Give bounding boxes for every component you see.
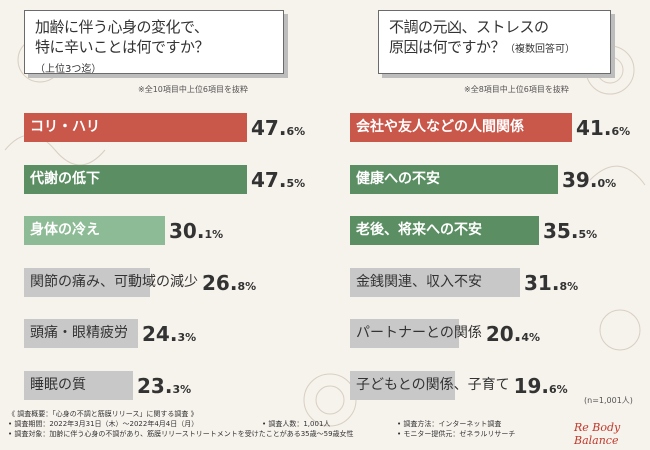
- bar-value-decimal: 8%: [559, 279, 579, 293]
- bar-label: コリ・ハリ: [30, 119, 100, 135]
- bar-3: [24, 267, 150, 297]
- bar-5: [24, 370, 133, 400]
- bar-value-number: 26.: [202, 270, 238, 295]
- bar-1: [350, 164, 558, 194]
- left-chart-note: ※全10項目中上位6項目を抜粋: [138, 85, 248, 94]
- bar-label: 代謝の低下: [30, 170, 100, 187]
- bar-value-number: 20.: [485, 322, 522, 346]
- bar-2: [350, 216, 539, 245]
- bar-value-decimal: 6%: [286, 125, 306, 138]
- bar-value: 47.6%: [251, 113, 305, 142]
- left-question-sub: （上位3つ迄）: [35, 64, 102, 75]
- bar-value-number: 47.: [251, 167, 287, 192]
- bar-value: 47.5%: [251, 165, 305, 194]
- left-question-line1: 加齢に伴う心身の変化で、: [35, 18, 209, 36]
- footer-method: • 調査方法：インターネット調査: [397, 420, 502, 428]
- right-question-line2: 原因は何ですか？: [389, 38, 506, 56]
- right-chart-note: ※全8項目中上位6項目を抜粋: [464, 85, 569, 94]
- bar-value-number: 24.: [142, 322, 178, 346]
- bar-value-decimal: 5%: [578, 228, 598, 241]
- bar-value-number: 41.: [576, 116, 612, 140]
- right-question-sub: （複数回答可）: [505, 44, 576, 55]
- bar-label: 金銭関連、収入不安: [356, 273, 482, 290]
- bar-0: [350, 113, 572, 142]
- bar-value-decimal: 0%: [597, 176, 617, 190]
- bar-value-decimal: 1%: [204, 228, 224, 241]
- bar-label: 健康への不安: [356, 170, 440, 187]
- bar-value: 24.3%: [142, 319, 196, 348]
- bar-label: 関節の痛み、可動域の減少: [30, 273, 198, 290]
- bar-0: [24, 113, 247, 142]
- bar-2: [24, 216, 165, 245]
- bar-value: 26.8%: [202, 268, 256, 297]
- bar-4: [350, 319, 459, 348]
- left-question-line2: 特に辛いことは何ですか？: [35, 38, 210, 56]
- bar-label: 老後、将来への不安: [356, 222, 482, 238]
- brand-logo: Re Body Balance: [574, 421, 621, 447]
- bar-1: [24, 164, 247, 194]
- bar-value-decimal: 6%: [549, 382, 568, 396]
- bar-value: 23.3%: [137, 371, 191, 400]
- bar-value-number: 23.: [137, 373, 173, 398]
- bar-value: 30.1%: [169, 216, 223, 245]
- bar-value: 39.0%: [562, 165, 616, 194]
- bar-value-number: 19.: [513, 373, 550, 398]
- bar-value-decimal: 3%: [172, 382, 192, 396]
- bar-value-decimal: 6%: [611, 125, 631, 138]
- footer-target: • 調査対象：加齢に伴う心身の不調があり、筋膜リリーストリートメントを受けたこと…: [8, 430, 354, 438]
- bar-value: 35.5%: [543, 216, 597, 245]
- bar-value: 19.6%: [514, 371, 568, 400]
- footer-title: 《 調査概要：「心身の不調と筋膜リリース」に関する調査 》: [8, 410, 198, 418]
- bar-value-number: 39.: [562, 167, 598, 192]
- bar-value-decimal: 4%: [521, 331, 540, 344]
- right-question-box: 不調の元凶、ストレスの 原因は何ですか？（複数回答可）: [378, 10, 611, 74]
- bar-5: [350, 370, 455, 400]
- bar-value-number: 35.: [543, 219, 579, 243]
- bar-value-decimal: 5%: [286, 176, 306, 190]
- left-question-box: 加齢に伴う心身の変化で、 特に辛いことは何ですか？ （上位3つ迄）: [24, 10, 284, 75]
- footer-period: • 調査期間：2022年3月31日（木）～2022年4月4日（月）: [8, 420, 199, 428]
- bar-label: 子どもとの関係、子育て: [356, 376, 510, 393]
- bar-value-number: 47.: [251, 116, 287, 140]
- bar-value-number: 30.: [169, 219, 205, 243]
- bar-label: パートナーとの関係: [356, 325, 482, 341]
- bar-value: 20.4%: [486, 319, 540, 348]
- bar-value: 41.6%: [576, 113, 630, 142]
- bar-value: 31.8%: [524, 268, 578, 297]
- bar-label: 身体の冷え: [30, 222, 100, 238]
- bar-label: 睡眠の質: [30, 376, 86, 393]
- bar-3: [350, 267, 520, 297]
- bar-4: [24, 319, 138, 348]
- bar-label: 頭痛・眼精疲労: [30, 325, 128, 341]
- bar-label: 会社や友人などの人間関係: [356, 119, 524, 135]
- bar-value-decimal: 3%: [177, 331, 197, 344]
- bar-value-number: 31.: [524, 270, 560, 295]
- right-question-line1: 不調の元凶、ストレスの: [389, 18, 549, 36]
- bar-value-decimal: 8%: [237, 279, 257, 293]
- sample-size-note: (n=1,001人): [584, 396, 633, 405]
- footer-provider: • モニター提供元：ゼネラルリサーチ: [397, 430, 516, 438]
- footer-count: • 調査人数：1,001人: [262, 420, 331, 428]
